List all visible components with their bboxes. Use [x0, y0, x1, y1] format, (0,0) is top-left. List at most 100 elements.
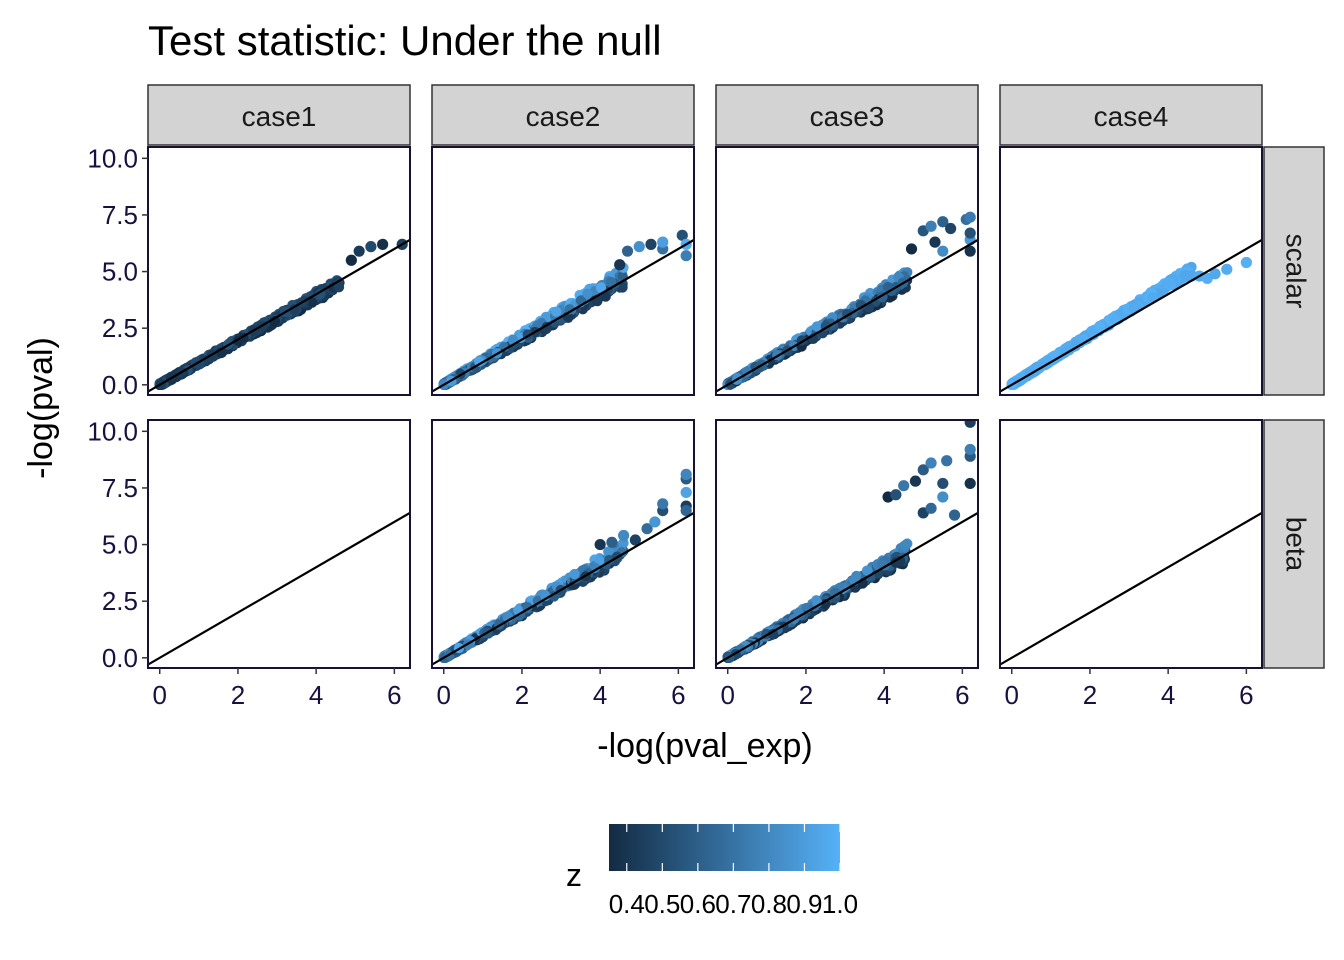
reference-line [1000, 511, 1262, 666]
x-tick-label: 0 [1004, 680, 1018, 710]
panel-border [999, 419, 1263, 669]
data-point [855, 299, 867, 311]
data-point [657, 236, 669, 248]
y-tick-label: 0.0 [102, 643, 138, 673]
data-point [937, 491, 949, 503]
data-point [964, 443, 976, 456]
legend-tick-label: 0.4 [609, 889, 645, 919]
facet-label: case3 [810, 101, 885, 132]
data-point [861, 565, 873, 576]
x-tick-label: 4 [309, 680, 323, 710]
x-axes: 0 2 4 6 0 2 4 6 0 2 4 6 0 2 4 6 [152, 668, 1254, 710]
data-point [1070, 339, 1081, 351]
data-point [617, 282, 628, 293]
y-tick-label: 5.0 [102, 530, 138, 560]
data-point [905, 243, 918, 255]
data-point [1221, 263, 1233, 275]
data-point [917, 464, 929, 476]
data-point [582, 288, 593, 299]
data-point [532, 595, 544, 607]
data-point [1109, 314, 1121, 325]
panel-case4-scalar [999, 146, 1263, 396]
data-point [614, 259, 626, 271]
facet-label: scalar [1281, 234, 1312, 309]
data-point [680, 486, 692, 499]
data-point [629, 534, 641, 546]
x-tick-label: 4 [593, 680, 607, 710]
data-point [900, 539, 912, 550]
data-point [645, 238, 657, 250]
data-point [680, 250, 692, 262]
x-tick-label: 4 [877, 680, 891, 710]
x-tick-label: 2 [1083, 680, 1097, 710]
data-point [964, 227, 976, 239]
data-point [829, 587, 841, 599]
legend-tick-label: 0.9 [786, 889, 822, 919]
data-point [353, 245, 365, 257]
x-tick-label: 4 [1161, 680, 1175, 710]
data-point [964, 245, 976, 257]
panel-case1-scalar [147, 146, 411, 396]
data-point [1147, 292, 1158, 303]
panel-case3-scalar [715, 146, 979, 396]
data-point [606, 536, 618, 548]
facet-strip-case3: case3 [715, 84, 979, 146]
legend-ticks: 0.4 0.5 0.6 0.7 0.8 0.9 1.0 [609, 824, 858, 919]
panel-background [716, 420, 978, 668]
data-point [1240, 256, 1252, 269]
y-tick-label: 2.5 [102, 313, 138, 343]
reference-line [148, 238, 410, 393]
x-tick-label: 2 [231, 680, 245, 710]
facet-strip-case1: case1 [147, 84, 411, 146]
data-point [937, 216, 949, 228]
data-point [941, 455, 953, 467]
data-point [657, 498, 669, 510]
panel-border [715, 419, 979, 669]
panel-background [432, 420, 694, 668]
data-point [473, 356, 485, 367]
data-point [594, 538, 606, 551]
x-tick-label: 6 [671, 680, 685, 710]
data-point [680, 468, 692, 480]
data-point [550, 306, 562, 317]
data-point [548, 591, 560, 602]
data-point [605, 276, 617, 288]
panel-case2-scalar [431, 146, 695, 396]
panel-background [148, 147, 410, 395]
x-axis-label: -log(pval_exp) [597, 727, 812, 765]
y-axis-label: -log(pval) [22, 337, 60, 479]
data-point [595, 282, 607, 293]
data-point [1209, 268, 1221, 280]
legend-tick-label: 0.8 [751, 889, 787, 919]
data-point [964, 211, 976, 223]
data-point [1036, 360, 1047, 371]
data-point [937, 477, 949, 490]
facet-strips: case1 case2 case3 case4 scalar beta [147, 84, 1325, 669]
data-point [909, 475, 922, 487]
panel-border [999, 146, 1263, 396]
data-point [898, 480, 910, 492]
x-tick-label: 6 [1239, 680, 1253, 710]
data-point [307, 297, 318, 308]
data-point [937, 245, 949, 257]
data-point [377, 238, 389, 250]
reference-line [432, 238, 694, 393]
data-point [600, 291, 611, 302]
panel-border [431, 146, 695, 396]
data-point [811, 321, 823, 332]
data-point [890, 489, 902, 501]
facet-strip-case4: case4 [999, 84, 1263, 146]
data-point [964, 477, 976, 490]
legend-colorbar [609, 824, 840, 871]
data-point [569, 568, 580, 580]
panel-background [148, 420, 410, 668]
panel-background [432, 147, 694, 395]
data-point [345, 254, 357, 266]
x-tick-label: 0 [720, 680, 734, 710]
data-point [1164, 277, 1176, 288]
y-tick-label: 10.0 [87, 143, 138, 173]
y-tick-label: 0.0 [102, 370, 138, 400]
facet-label: case1 [242, 101, 317, 132]
data-point [641, 523, 653, 535]
